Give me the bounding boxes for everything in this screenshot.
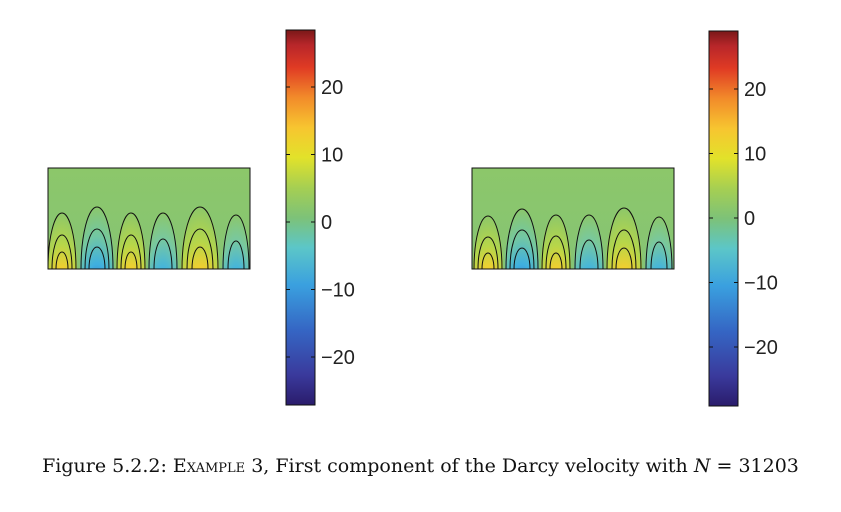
- caption-text: , First component of the Darcy velocity …: [263, 455, 688, 477]
- colorbar-left-tick-label: −10: [321, 280, 355, 302]
- colorbar-right-tick-label: 10: [744, 144, 766, 166]
- colorbar-right: 20 10 0 −10 −20: [708, 30, 778, 407]
- colorbar-left-ticks: 20 10 0 −10 −20: [286, 77, 355, 369]
- colorbar-left: 20 10 0 −10 −20: [285, 29, 355, 406]
- colorbar-left-tick-label: 20: [321, 77, 343, 99]
- colorbar-left-tick-label: −20: [321, 347, 355, 369]
- colorbar-left-tick-label: 10: [321, 145, 343, 167]
- caption-example: Example 3: [172, 455, 264, 477]
- contour-lines-left: [48, 206, 250, 269]
- colorbar-right-tick-label: 20: [744, 79, 766, 101]
- field-plot-left: [47, 167, 251, 270]
- figure-caption: Figure 5.2.2: Example 3, First component…: [0, 455, 841, 477]
- colorbar-left-tick-label: 0: [321, 212, 332, 234]
- colorbar-right-tick-label: 0: [744, 208, 755, 230]
- colorbar-right-ticks: 20 10 0 −10 −20: [709, 79, 778, 359]
- caption-label: Figure 5.2.2:: [42, 455, 167, 477]
- colorbar-right-tick-label: −10: [744, 273, 778, 295]
- colorbar-right-tick-label: −20: [744, 337, 778, 359]
- colorbar-right-scale: [708, 30, 739, 407]
- caption-variable: N: [693, 455, 711, 477]
- colorbar-left-scale: [285, 29, 316, 406]
- field-plot-right: [471, 167, 675, 270]
- caption-equation: = 31203: [710, 455, 799, 477]
- contour-lines-right: [473, 207, 673, 269]
